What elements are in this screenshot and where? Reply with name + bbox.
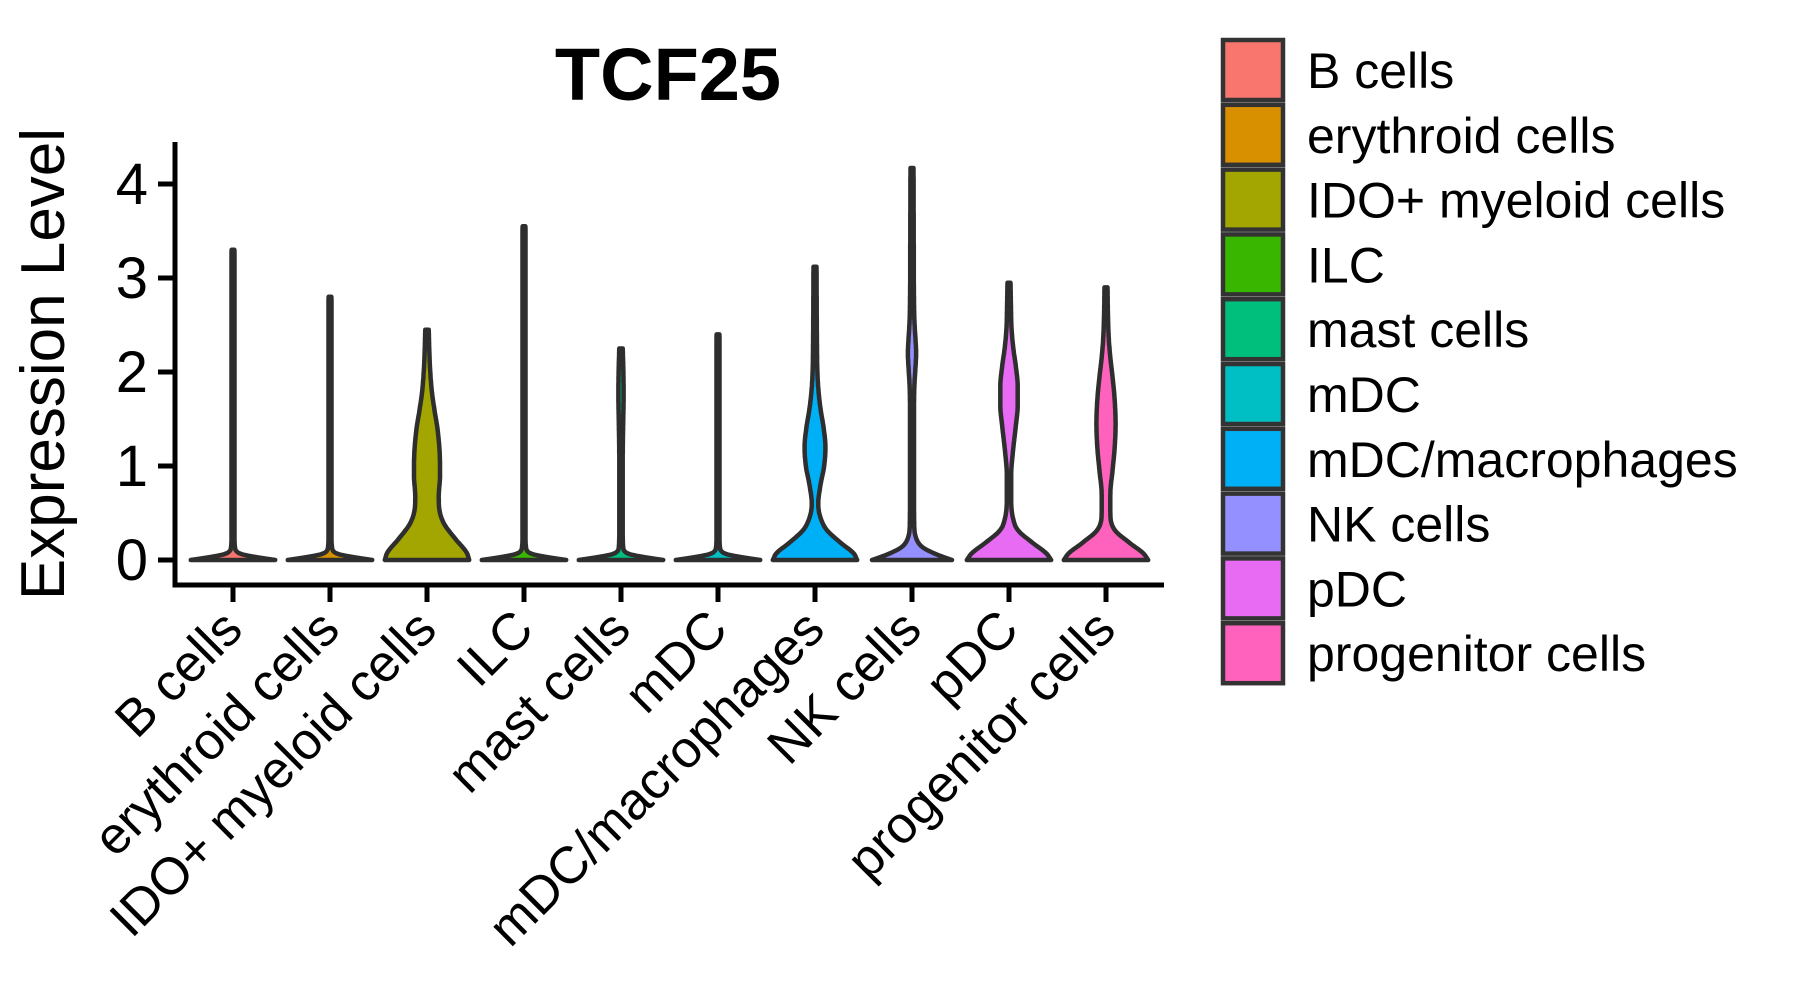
legend-label: B cells	[1307, 43, 1454, 99]
violin-b-cells	[188, 247, 278, 563]
y-axis-ticks: 0 1 2 3 4	[116, 152, 175, 593]
legend-label: ILC	[1307, 237, 1385, 293]
legend-label: pDC	[1307, 561, 1407, 617]
legend-item-nk-cells: NK cells	[1220, 491, 1490, 556]
legend-swatch	[1220, 426, 1286, 492]
legend-item-mast-cells: mast cells	[1220, 296, 1529, 362]
violin-nk-cells	[869, 165, 955, 563]
legend-label: mast cells	[1307, 302, 1529, 358]
violin-mdc	[673, 332, 763, 563]
plot-title: TCF25	[555, 33, 781, 116]
legend-swatch	[1220, 296, 1286, 362]
legend-swatch	[1220, 232, 1286, 297]
legend-label: NK cells	[1307, 497, 1490, 553]
legend-swatch	[1220, 37, 1286, 103]
legend-label: erythroid cells	[1307, 108, 1615, 164]
legend-label: progenitor cells	[1307, 626, 1646, 682]
y-tick-label: 4	[116, 152, 148, 217]
legend-item-ido-myeloid-cells: IDO+ myeloid cells	[1220, 167, 1725, 232]
legend-item-mdc-macrophages: mDC/macrophages	[1220, 426, 1738, 492]
legend-item-pdc: pDC	[1220, 556, 1407, 621]
legend-label: mDC	[1307, 367, 1421, 423]
y-axis-label: Expression Level	[9, 128, 78, 600]
legend-label: mDC/macrophages	[1307, 432, 1738, 488]
y-tick-label: 3	[116, 246, 148, 311]
violin-progenitor-cells	[1061, 285, 1151, 563]
legend: B cells erythroid cells IDO+ myeloid cells…	[1220, 37, 1738, 686]
legend-swatch	[1220, 620, 1286, 686]
legend-item-ilc: ILC	[1220, 232, 1385, 297]
legend-swatch	[1220, 167, 1286, 232]
legend-item-erythroid-cells: erythroid cells	[1220, 102, 1615, 168]
legend-label: IDO+ myeloid cells	[1307, 173, 1725, 229]
legend-swatch	[1220, 102, 1286, 168]
violin-mast-cells	[576, 346, 666, 563]
violin-pdc	[964, 280, 1054, 563]
violin-erythroid-cells	[285, 294, 375, 563]
legend-item-mdc: mDC	[1220, 361, 1421, 427]
y-tick-label: 2	[116, 340, 148, 405]
violin-mdc-macrophages	[770, 264, 860, 563]
legend-item-progenitor-cells: progenitor cells	[1220, 620, 1646, 686]
violin-group	[188, 165, 1151, 563]
legend-swatch	[1220, 556, 1286, 621]
legend-swatch	[1220, 491, 1286, 556]
legend-swatch	[1220, 361, 1286, 427]
y-tick-label: 1	[116, 434, 148, 499]
y-tick-label: 0	[116, 528, 148, 593]
legend-item-b-cells: B cells	[1220, 37, 1454, 103]
x-tick-label: mast cells	[437, 599, 641, 803]
violin-ido-myeloid-cells	[382, 327, 472, 563]
violin-ilc	[479, 224, 569, 563]
